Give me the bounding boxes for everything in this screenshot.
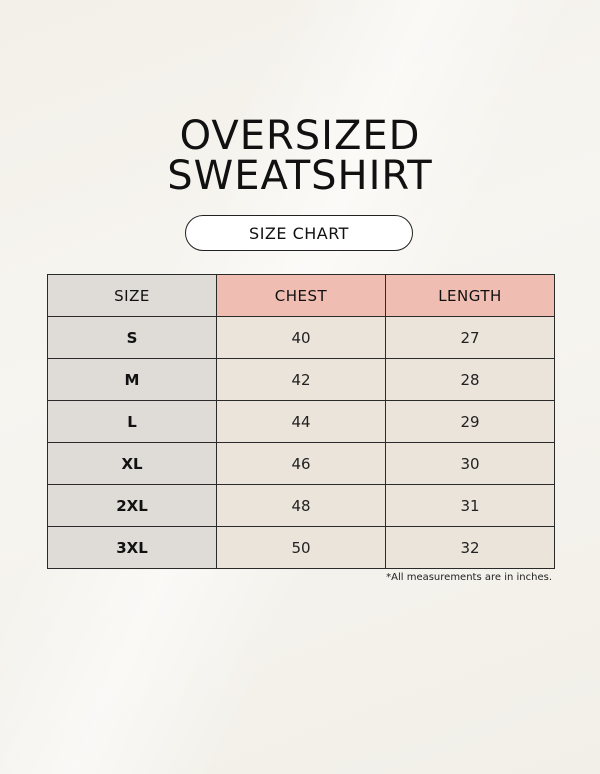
header-length: LENGTH bbox=[385, 274, 555, 317]
size-cell: 3XL bbox=[47, 526, 217, 569]
chest-cell: 50 bbox=[216, 526, 386, 569]
length-cell: 27 bbox=[385, 316, 555, 359]
page-title: OVERSIZED SWEATSHIRT bbox=[0, 116, 600, 196]
chest-cell: 44 bbox=[216, 400, 386, 443]
length-cell: 32 bbox=[385, 526, 555, 569]
measurement-footnote: *All measurements are in inches. bbox=[386, 572, 552, 583]
table-row: S 40 27 bbox=[47, 316, 555, 359]
length-cell: 28 bbox=[385, 358, 555, 401]
header-size: SIZE bbox=[47, 274, 217, 317]
table-row: XL 46 30 bbox=[47, 442, 555, 485]
chest-cell: 42 bbox=[216, 358, 386, 401]
chest-cell: 40 bbox=[216, 316, 386, 359]
length-cell: 29 bbox=[385, 400, 555, 443]
chest-cell: 46 bbox=[216, 442, 386, 485]
size-cell: L bbox=[47, 400, 217, 443]
length-cell: 30 bbox=[385, 442, 555, 485]
size-chart-badge: SIZE CHART bbox=[185, 215, 413, 251]
chest-cell: 48 bbox=[216, 484, 386, 527]
table-row: L 44 29 bbox=[47, 400, 555, 443]
table-header-row: SIZE CHEST LENGTH bbox=[47, 274, 555, 317]
title-line-2: SWEATSHIRT bbox=[167, 153, 433, 199]
size-cell: 2XL bbox=[47, 484, 217, 527]
size-table: SIZE CHEST LENGTH S 40 27 M 42 28 L 44 2… bbox=[47, 274, 555, 569]
length-cell: 31 bbox=[385, 484, 555, 527]
header-chest: CHEST bbox=[216, 274, 386, 317]
table-row: 2XL 48 31 bbox=[47, 484, 555, 527]
size-cell: S bbox=[47, 316, 217, 359]
size-cell: XL bbox=[47, 442, 217, 485]
table-row: 3XL 50 32 bbox=[47, 526, 555, 569]
size-cell: M bbox=[47, 358, 217, 401]
table-row: M 42 28 bbox=[47, 358, 555, 401]
title-line-1: OVERSIZED bbox=[179, 113, 421, 159]
